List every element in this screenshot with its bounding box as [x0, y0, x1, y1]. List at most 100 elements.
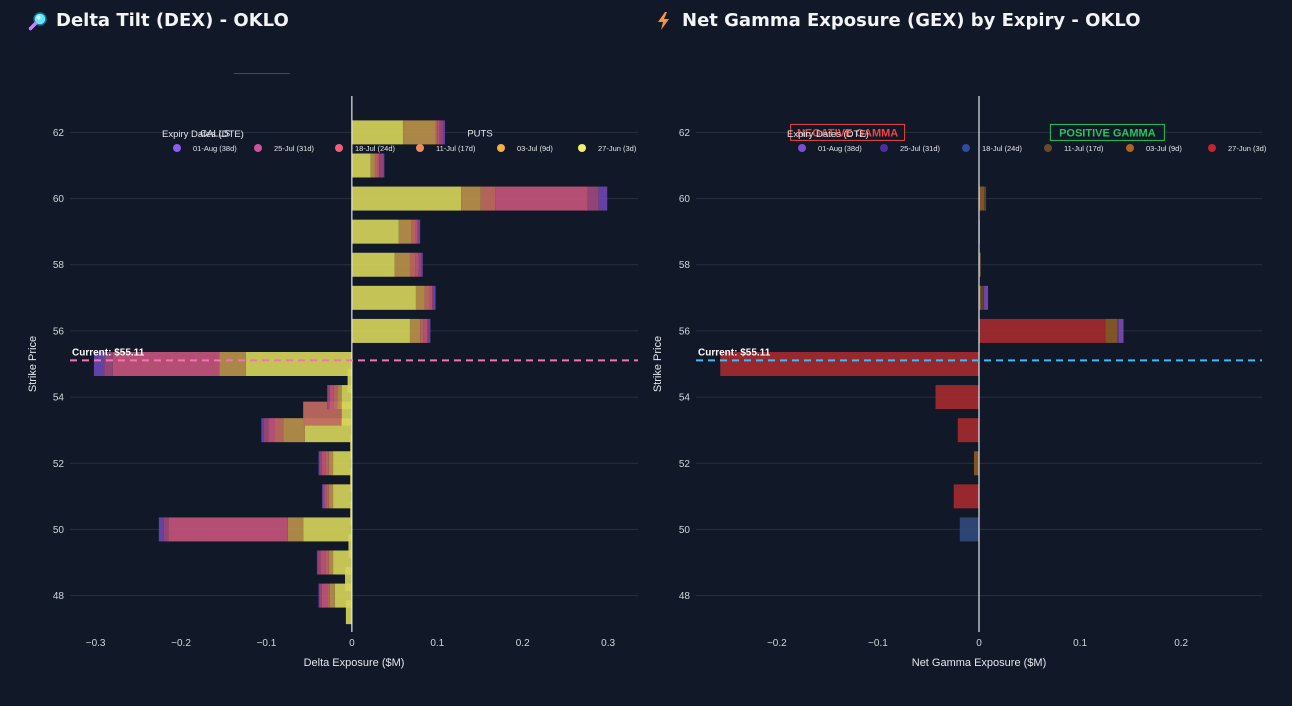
y-tick-label: 60	[679, 194, 691, 205]
bar-segment	[333, 484, 352, 509]
x-tick-label: 0	[349, 638, 355, 649]
bar-segment	[329, 583, 335, 608]
x-tick-label: −0.1	[257, 638, 277, 649]
legend-marker	[416, 144, 424, 152]
bar-segment	[326, 484, 329, 509]
bar-segment	[337, 385, 342, 410]
y-tick-label: 48	[53, 591, 65, 602]
bar-segment	[420, 318, 424, 343]
y-tick-label: 58	[679, 260, 691, 271]
bar-segment	[287, 517, 304, 542]
legend-item: 27-Jun (3d)	[1228, 144, 1267, 153]
legend-marker	[497, 144, 505, 152]
bar-segment	[409, 318, 421, 343]
bar-segment	[433, 285, 436, 310]
bar-segment	[328, 550, 334, 575]
bar-segment	[351, 252, 395, 277]
bar-segment	[437, 120, 440, 145]
bar-segment	[409, 252, 416, 277]
bar-segment	[973, 451, 979, 476]
dex-chart: 48 50 52 54 56 58 60 62 −0.3 −0.2 −0.1 0 0.1 0.2 0.3 Cu…	[27, 96, 638, 669]
bar-segment	[347, 368, 352, 393]
legend-marker	[578, 144, 586, 152]
bar-segment	[316, 550, 318, 575]
annotation-box	[790, 123, 906, 141]
bar-segment	[417, 219, 419, 244]
y-tick-label: 56	[53, 326, 65, 337]
bar-segment	[415, 285, 425, 310]
y-tick-label: 52	[679, 459, 691, 470]
bar-segment	[327, 385, 330, 410]
y-tick-label: 62	[679, 128, 691, 139]
legend-item: 03-Jul (9d)	[1146, 144, 1182, 153]
bar-segment	[983, 285, 985, 310]
lightning-icon	[654, 11, 674, 31]
bar-segment	[348, 533, 352, 558]
bar-segment	[394, 252, 410, 277]
bar-segment	[981, 285, 984, 310]
annotation-label: POSITIVE GAMMA	[1059, 127, 1156, 139]
bar-segment	[219, 352, 246, 376]
bar-segment	[245, 352, 352, 376]
y-tick-label: 50	[53, 525, 65, 536]
bar-segment	[984, 186, 987, 211]
bar-segment	[418, 252, 422, 277]
legend-item: 11-Jul (17d)	[436, 144, 476, 153]
bar-segment	[325, 550, 329, 575]
legend-item: 25-Jul (31d)	[900, 144, 941, 153]
x-axis-title: Net Gamma Exposure ($M)	[912, 657, 1046, 669]
bar-segment	[351, 120, 404, 145]
bar-segment	[979, 186, 985, 211]
bar-segment	[495, 186, 588, 211]
x-axis-title: Delta Exposure ($M)	[304, 657, 405, 669]
x-tick-label: 0.3	[601, 638, 615, 649]
y-tick-label: 58	[53, 260, 65, 271]
bar-segment	[429, 285, 433, 310]
bar-segment	[424, 285, 430, 310]
bar-segment	[303, 517, 352, 542]
bar-segment	[112, 352, 220, 376]
bar-segment	[935, 385, 979, 410]
bar-segment	[351, 285, 416, 310]
bar-segment	[158, 517, 164, 542]
bar-segment	[720, 352, 979, 376]
bar-segment	[435, 120, 438, 145]
bar-segment	[324, 484, 327, 509]
legend-marker	[173, 144, 181, 152]
legend-item: 01-Aug (38d)	[818, 144, 862, 153]
current-price-label: Current: $55.11	[698, 347, 771, 358]
bar-segment	[370, 153, 375, 178]
gex-title-text: Net Gamma Exposure (GEX) by Expiry - OKL…	[682, 10, 1141, 31]
x-tick-label: −0.1	[868, 638, 888, 649]
bar-segment	[598, 186, 608, 211]
legend-marker	[1126, 144, 1134, 152]
bar-segment	[327, 385, 328, 410]
bar-segment	[283, 418, 305, 443]
x-tick-label: 0.1	[1073, 638, 1087, 649]
bar-segment	[403, 120, 436, 145]
x-tick-label: 0.2	[1174, 638, 1188, 649]
y-tick-label: 62	[53, 128, 65, 139]
x-tick-label: 0.2	[516, 638, 530, 649]
bar-segment	[321, 583, 328, 608]
bar-segment	[350, 467, 352, 492]
annotation-label: NEGATIVE GAMMA	[797, 127, 898, 139]
bar-segment	[427, 318, 429, 343]
legend-item: 18-Jul (24d)	[355, 144, 396, 153]
bar-segment	[953, 484, 979, 509]
bar-segment	[383, 153, 385, 178]
annotation-label: CALLS	[200, 128, 230, 139]
bar-segment	[1118, 318, 1124, 343]
bar-segment	[379, 153, 384, 178]
y-tick-label: 50	[679, 525, 691, 536]
current-price-label: Current: $55.11	[72, 347, 145, 358]
bar-segment	[93, 352, 105, 376]
bar-segment	[341, 385, 352, 410]
bar-segment	[328, 451, 334, 476]
bar-segment	[415, 252, 419, 277]
bar-segment	[261, 418, 264, 443]
magnifier-icon	[28, 11, 48, 31]
dex-title-text: Delta Tilt (DEX) - OKLO	[56, 10, 289, 31]
bar-segment	[959, 517, 979, 542]
